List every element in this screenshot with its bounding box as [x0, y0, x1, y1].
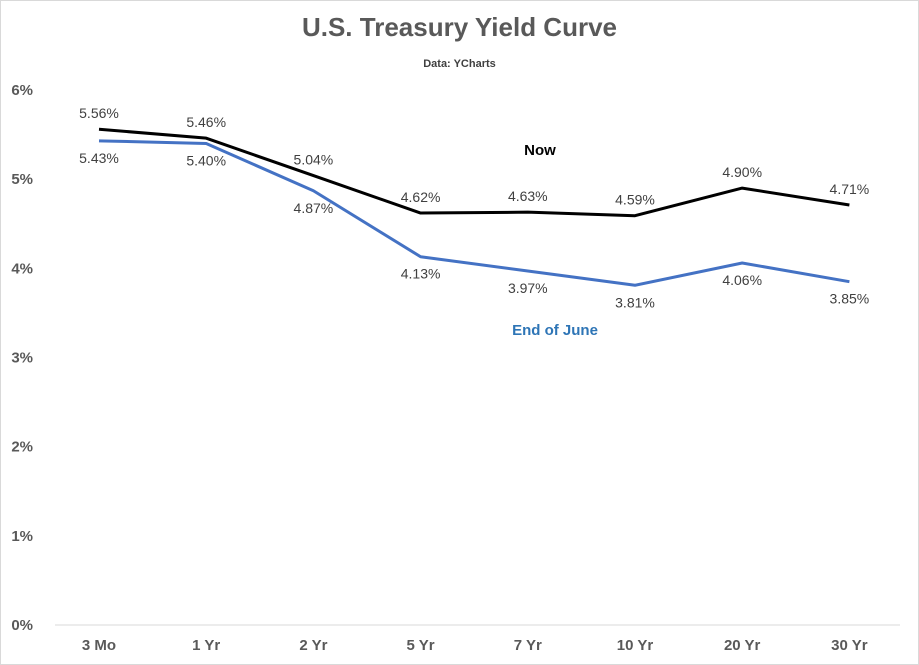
data-label: 3.81% [615, 294, 655, 310]
data-labels: 5.56% 5.46% 5.04% 4.62% 4.63% 4.59% 4.90% 4.71%… [79, 105, 869, 339]
x-tick-label: 7 Yr [514, 637, 542, 654]
y-tick-label: 5% [11, 171, 33, 188]
data-label: 3.85% [830, 291, 870, 307]
data-label: 4.87% [294, 200, 334, 216]
data-label: 5.04% [294, 152, 334, 168]
series-label-end-of-june: End of June [512, 322, 598, 339]
series-label-now: Now [524, 142, 556, 159]
chart-title: U.S. Treasury Yield Curve [301, 12, 618, 42]
data-label: 5.46% [186, 114, 226, 130]
data-label: 4.13% [401, 266, 441, 282]
data-label: 4.90% [722, 164, 762, 180]
data-label: 5.40% [186, 153, 226, 169]
x-tick-label: 20 Yr [724, 637, 761, 654]
data-label: 4.59% [615, 192, 655, 208]
series-line-end-of-june [98, 139, 850, 287]
data-label: 5.56% [79, 105, 119, 121]
series-line-now [98, 127, 850, 218]
y-tick-label: 0% [11, 617, 33, 634]
data-label: 4.63% [508, 188, 548, 204]
data-label: 4.06% [722, 272, 762, 288]
y-tick-label: 4% [11, 260, 33, 277]
series-group [98, 127, 850, 287]
x-tick-label: 1 Yr [192, 637, 220, 654]
x-tick-label: 30 Yr [831, 637, 868, 654]
x-tick-label: 3 Mo [82, 637, 116, 654]
x-axis: 3 Mo 1 Yr 2 Yr 5 Yr 7 Yr 10 Yr 20 Yr 30 Yr [82, 637, 868, 654]
chart-subtitle: Data: YCharts [423, 58, 496, 70]
y-tick-label: 6% [11, 82, 33, 99]
data-label: 4.71% [830, 181, 870, 197]
y-tick-label: 1% [11, 528, 33, 545]
data-label: 3.97% [508, 280, 548, 296]
data-label: 4.62% [401, 189, 441, 205]
x-tick-label: 5 Yr [407, 637, 435, 654]
y-tick-label: 3% [11, 350, 33, 367]
x-tick-label: 10 Yr [617, 637, 654, 654]
data-label: 5.43% [79, 150, 119, 166]
x-tick-label: 2 Yr [299, 637, 327, 654]
y-tick-label: 2% [11, 439, 33, 456]
y-axis: 0% 1% 2% 3% 4% 5% 6% [11, 82, 33, 634]
